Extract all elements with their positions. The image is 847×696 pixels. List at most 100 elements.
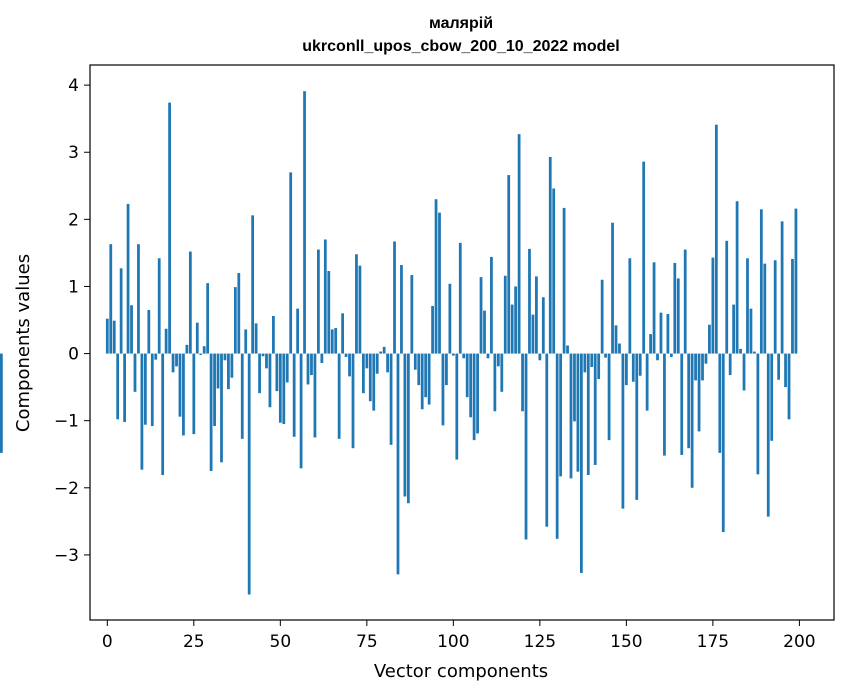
x-tick-label-0: 0 (102, 632, 113, 652)
bar-13 (150, 353, 154, 427)
bar-41 (247, 353, 251, 595)
bar-94 (431, 305, 434, 354)
bar-169 (690, 353, 694, 488)
bar-76 (368, 353, 372, 402)
bar-17 (164, 328, 168, 354)
bar-79 (379, 351, 383, 354)
bar-183 (739, 348, 742, 354)
bar-80 (382, 346, 386, 354)
x-tick-label-175: 175 (697, 632, 729, 652)
bar-14 (154, 353, 158, 360)
bar-85 (400, 264, 403, 354)
bar-undefined (0, 353, 3, 453)
x-tick-label-50: 50 (270, 632, 292, 652)
bar-82 (389, 353, 393, 445)
bar-105 (469, 353, 473, 418)
bar-34 (223, 353, 227, 361)
bar-132 (562, 207, 566, 354)
bar-113 (496, 353, 500, 367)
bar-25 (192, 353, 196, 435)
bar-148 (618, 343, 621, 354)
bar-100 (451, 353, 455, 356)
bar-126 (541, 297, 545, 354)
bar-92 (424, 353, 428, 398)
bar-180 (728, 353, 732, 376)
bar-162 (666, 313, 670, 354)
bar-111 (490, 256, 493, 354)
bar-106 (472, 353, 476, 441)
x-tick-label-75: 75 (356, 632, 378, 652)
bar-55 (296, 308, 300, 354)
bar-42 (251, 215, 255, 354)
bar-171 (697, 353, 701, 432)
bars-group (0, 91, 798, 595)
bar-192 (770, 353, 774, 441)
bar-16 (161, 353, 165, 476)
bar-9 (137, 244, 140, 354)
y-tick-label-1: 1 (68, 277, 79, 297)
bar-70 (348, 353, 351, 377)
bar-78 (375, 353, 379, 374)
bar-145 (607, 353, 611, 441)
y-tick-label--1: −1 (54, 412, 79, 432)
bar-64 (327, 271, 331, 354)
bar-96 (438, 212, 441, 354)
bar-182 (735, 201, 739, 354)
bar-150 (624, 353, 628, 386)
bar-87 (406, 353, 410, 504)
bar-91 (420, 353, 424, 410)
bar-156 (645, 353, 649, 411)
bar-168 (687, 353, 691, 449)
bar-146 (611, 222, 614, 354)
bar-110 (486, 353, 490, 359)
bar-104 (465, 353, 469, 398)
y-tick-label--2: −2 (54, 479, 79, 499)
bar-179 (725, 240, 729, 354)
bar-157 (649, 334, 652, 354)
bar-114 (500, 353, 504, 392)
x-tick-label-100: 100 (437, 632, 469, 652)
bar-144 (604, 353, 607, 358)
bar-89 (413, 353, 417, 370)
y-tick-label--3: −3 (54, 546, 79, 566)
bar-172 (701, 353, 704, 381)
bar-39 (240, 353, 244, 439)
x-axis-ticks: 0 25 50 75 100 125 150 175 200 (102, 620, 816, 652)
bar-67 (337, 353, 341, 439)
bar-118 (514, 286, 518, 354)
bar-178 (721, 353, 725, 533)
bar-63 (323, 239, 327, 354)
bar-174 (708, 324, 711, 354)
x-tick-label-200: 200 (783, 632, 815, 652)
bar-175 (711, 257, 715, 354)
bar-176 (714, 124, 718, 354)
bar-73 (358, 265, 362, 354)
bar-134 (569, 353, 573, 479)
x-tick-label-150: 150 (610, 632, 642, 652)
bar-173 (704, 353, 708, 364)
bar-19 (171, 353, 175, 373)
bar-23 (185, 344, 189, 354)
bar-109 (483, 310, 486, 354)
bar-190 (763, 263, 767, 354)
bar-93 (427, 353, 431, 405)
bar-22 (182, 353, 185, 436)
bar-47 (268, 353, 272, 408)
bar-71 (351, 353, 355, 449)
bar-72 (355, 254, 358, 354)
bar-191 (766, 353, 770, 517)
bar-74 (361, 353, 365, 394)
bar-130 (555, 353, 559, 539)
chart-title: малярій (429, 15, 493, 32)
bar-159 (656, 353, 659, 361)
bar-83 (393, 241, 396, 354)
bar-98 (445, 353, 448, 386)
bar-84 (396, 353, 400, 575)
bar-18 (168, 102, 171, 354)
bar-197 (787, 353, 791, 420)
bar-50 (278, 353, 282, 423)
bar-97 (441, 353, 445, 426)
bar-31 (213, 353, 216, 427)
bar-177 (718, 353, 722, 453)
